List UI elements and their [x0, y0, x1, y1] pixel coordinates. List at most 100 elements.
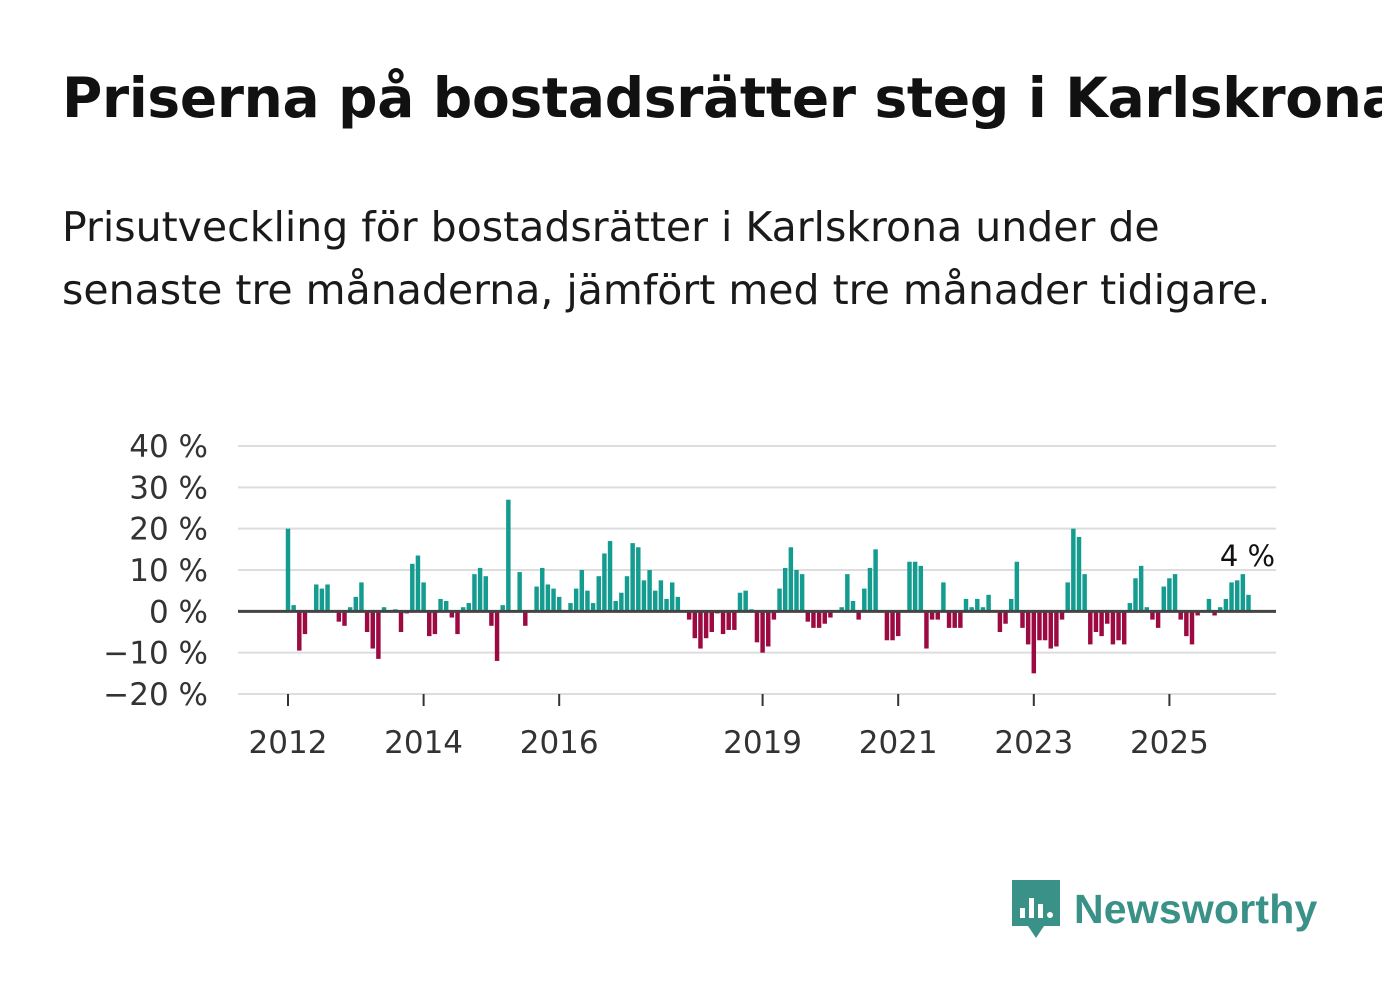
bar	[1206, 598, 1212, 612]
bar	[958, 611, 963, 628]
bar	[1184, 611, 1189, 637]
labels: 40 % 30 % 20 % 10 % 0 % −10 % −20 % 2012 2014 201…	[103, 429, 1275, 761]
page-title: Priserna på bostadsrätter steg i Karlskr…	[62, 66, 1382, 130]
bar	[845, 574, 850, 612]
bar	[653, 590, 658, 612]
bar	[1105, 611, 1110, 624]
bar	[743, 590, 748, 612]
bar	[912, 561, 918, 612]
bar	[1037, 611, 1042, 641]
x-tick-label: 2012	[249, 725, 328, 761]
bar	[975, 598, 980, 612]
bar	[613, 601, 618, 612]
bar	[952, 611, 957, 628]
axes	[238, 609, 1276, 706]
bar	[410, 563, 415, 612]
bar	[376, 611, 381, 659]
y-tick-label: 10 %	[129, 553, 208, 589]
bar	[359, 582, 364, 612]
bar	[398, 611, 404, 632]
bar	[1167, 578, 1172, 612]
bar	[1223, 598, 1229, 612]
bar	[585, 590, 590, 612]
bar	[624, 576, 630, 612]
bar	[1150, 611, 1155, 620]
bar	[720, 611, 726, 635]
bar	[1065, 582, 1070, 612]
bar	[285, 528, 291, 612]
bar	[867, 567, 873, 612]
bar	[1059, 611, 1065, 620]
brand-logo: Newsworthy	[1010, 878, 1318, 940]
bar	[602, 553, 607, 612]
bar	[506, 499, 511, 612]
bar	[766, 611, 771, 647]
bar	[438, 598, 443, 612]
bar	[573, 588, 579, 612]
bar	[494, 611, 500, 661]
brand-name: Newsworthy	[1074, 885, 1318, 932]
y-tick-label: −20 %	[103, 677, 208, 713]
bar	[1025, 611, 1031, 645]
y-tick-label: −10 %	[103, 636, 208, 672]
bar	[641, 580, 647, 612]
bar	[630, 543, 635, 612]
bar	[1093, 611, 1099, 632]
bar	[980, 607, 986, 612]
bar	[534, 586, 539, 612]
bar	[1212, 611, 1217, 616]
bar	[364, 611, 370, 632]
bar	[686, 611, 692, 620]
bar	[703, 611, 709, 639]
bar	[828, 611, 833, 618]
bar	[1121, 611, 1127, 645]
bar	[1172, 574, 1178, 612]
bar	[370, 611, 375, 649]
bar	[890, 611, 895, 641]
bar	[427, 611, 432, 637]
bar	[1014, 561, 1020, 612]
bar	[895, 611, 901, 637]
bar	[579, 570, 585, 612]
bar	[969, 607, 974, 612]
bar	[415, 555, 421, 612]
bar	[811, 611, 816, 628]
bar	[545, 584, 551, 612]
bar	[816, 611, 822, 628]
bar	[353, 596, 359, 612]
bar	[941, 582, 946, 612]
bar	[658, 580, 664, 612]
bar	[460, 607, 466, 612]
bar	[1110, 611, 1116, 645]
bar	[1155, 611, 1161, 628]
bar	[850, 601, 856, 612]
bar	[636, 547, 641, 612]
bar	[929, 611, 935, 620]
bar	[760, 611, 765, 653]
bar	[664, 598, 669, 612]
bar	[336, 611, 342, 622]
bar	[1127, 603, 1133, 612]
bar	[590, 603, 596, 612]
bar	[342, 611, 347, 626]
bar	[822, 611, 827, 624]
bar	[1048, 611, 1053, 649]
y-tick-label: 40 %	[129, 429, 208, 465]
bar	[1116, 611, 1121, 641]
bar	[1246, 594, 1251, 612]
bar	[523, 611, 528, 626]
bar	[381, 607, 387, 612]
newsworthy-logo-icon	[1012, 880, 1060, 938]
bar	[754, 611, 760, 643]
bar	[1071, 528, 1076, 612]
x-tick-label: 2014	[384, 725, 463, 761]
x-tick-label: 2019	[723, 725, 802, 761]
bar	[946, 611, 952, 628]
bar	[1082, 574, 1087, 612]
bar	[839, 607, 844, 612]
bar	[1234, 580, 1240, 612]
bar	[856, 611, 861, 620]
bar	[607, 541, 613, 612]
bar	[986, 594, 991, 612]
bar	[805, 611, 811, 622]
